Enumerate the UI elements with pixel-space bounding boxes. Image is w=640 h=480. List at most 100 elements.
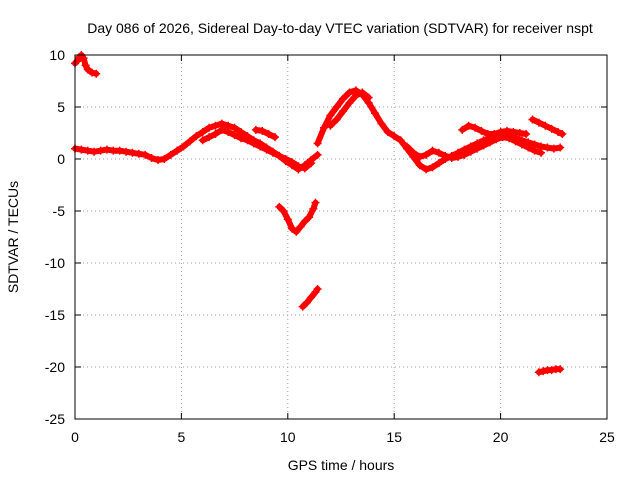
data-point — [230, 131, 239, 140]
data-point — [90, 147, 99, 156]
data-point — [313, 285, 322, 293]
data-point — [115, 146, 124, 155]
data-point — [102, 145, 111, 154]
data-point — [311, 198, 320, 207]
data-point — [383, 127, 392, 136]
series-trace — [404, 134, 544, 161]
data-point — [505, 134, 514, 143]
data-point — [549, 144, 558, 153]
data-point — [198, 136, 207, 145]
data-point — [364, 93, 373, 102]
data-point — [358, 88, 367, 97]
data-point — [466, 147, 475, 156]
data-point — [256, 142, 265, 151]
data-point — [434, 148, 443, 157]
y-tick-label: -25 — [45, 411, 65, 427]
data-point — [192, 132, 201, 141]
data-point — [396, 136, 405, 145]
data-point — [264, 130, 273, 139]
data-point — [447, 153, 456, 162]
x-tick-label: 20 — [493, 429, 509, 445]
data-point — [141, 150, 150, 159]
series-trace — [276, 199, 319, 235]
data-point — [454, 152, 463, 161]
y-tick-label: -15 — [45, 307, 65, 323]
data-point — [302, 298, 311, 307]
series-seg-main-c — [251, 125, 280, 142]
data-point — [402, 142, 411, 151]
data-point — [307, 293, 316, 302]
data-point — [502, 126, 511, 135]
data-point — [441, 151, 450, 160]
data-point — [530, 146, 539, 155]
x-tick-label: 10 — [280, 429, 296, 445]
y-tick-label: -20 — [45, 359, 65, 375]
data-point — [464, 121, 473, 130]
y-tick-label: 0 — [57, 151, 65, 167]
data-point — [473, 144, 482, 153]
data-point — [288, 224, 297, 233]
data-point — [122, 147, 131, 156]
data-point — [147, 153, 156, 162]
x-tick-label: 25 — [599, 429, 615, 445]
data-point — [534, 118, 543, 127]
series-seg-late-b — [402, 133, 546, 162]
data-point — [271, 133, 280, 142]
chart-title: Day 086 of 2026, Sidereal Day-to-day VTE… — [87, 20, 593, 36]
data-point — [390, 132, 399, 141]
data-point — [230, 123, 239, 132]
series-seg-dip-2 — [298, 285, 322, 311]
data-point — [294, 162, 303, 171]
x-tick-label: 0 — [71, 429, 79, 445]
data-point — [275, 202, 284, 211]
data-point — [160, 155, 169, 163]
data-point — [556, 365, 565, 374]
data-point — [173, 146, 182, 155]
data-point — [224, 127, 233, 136]
data-point — [279, 207, 288, 215]
data-point — [83, 65, 92, 74]
y-tick-label: -5 — [53, 203, 66, 219]
data-point — [313, 139, 322, 148]
data-point — [88, 68, 97, 77]
y-tick-label: 10 — [49, 47, 65, 63]
data-point — [83, 146, 92, 155]
data-point — [492, 135, 501, 144]
grid-lines — [75, 55, 607, 419]
series-seg-late-c — [458, 121, 531, 139]
data-point — [296, 222, 305, 231]
series-seg-dip-3 — [534, 365, 565, 377]
series-seg-late-d — [528, 115, 567, 139]
data-point — [185, 137, 194, 146]
data-point — [217, 125, 226, 134]
data-point — [534, 368, 543, 377]
data-point — [300, 164, 309, 173]
data-point — [547, 124, 556, 133]
data-point — [300, 217, 309, 226]
data-point — [428, 146, 437, 155]
data-point — [351, 91, 360, 100]
data-point — [236, 134, 245, 143]
data-point — [428, 163, 437, 172]
data-point — [332, 115, 341, 124]
data-point — [415, 152, 424, 161]
x-tick-label: 15 — [386, 429, 402, 445]
data-point — [211, 130, 220, 139]
y-tick-label: 5 — [57, 99, 65, 115]
data-point — [281, 155, 290, 163]
data-point — [539, 367, 548, 376]
data-point — [81, 61, 90, 70]
data-point — [377, 119, 386, 128]
data-point — [479, 141, 488, 150]
data-point — [249, 139, 258, 148]
data-point — [415, 161, 424, 170]
data-point — [422, 165, 431, 174]
data-point — [179, 142, 188, 151]
data-point — [92, 69, 101, 78]
data-point — [556, 143, 565, 152]
data-point — [477, 126, 486, 135]
data-point — [275, 151, 284, 160]
data-point — [262, 145, 271, 154]
plot-frame — [74, 54, 608, 420]
data-point — [409, 148, 418, 157]
